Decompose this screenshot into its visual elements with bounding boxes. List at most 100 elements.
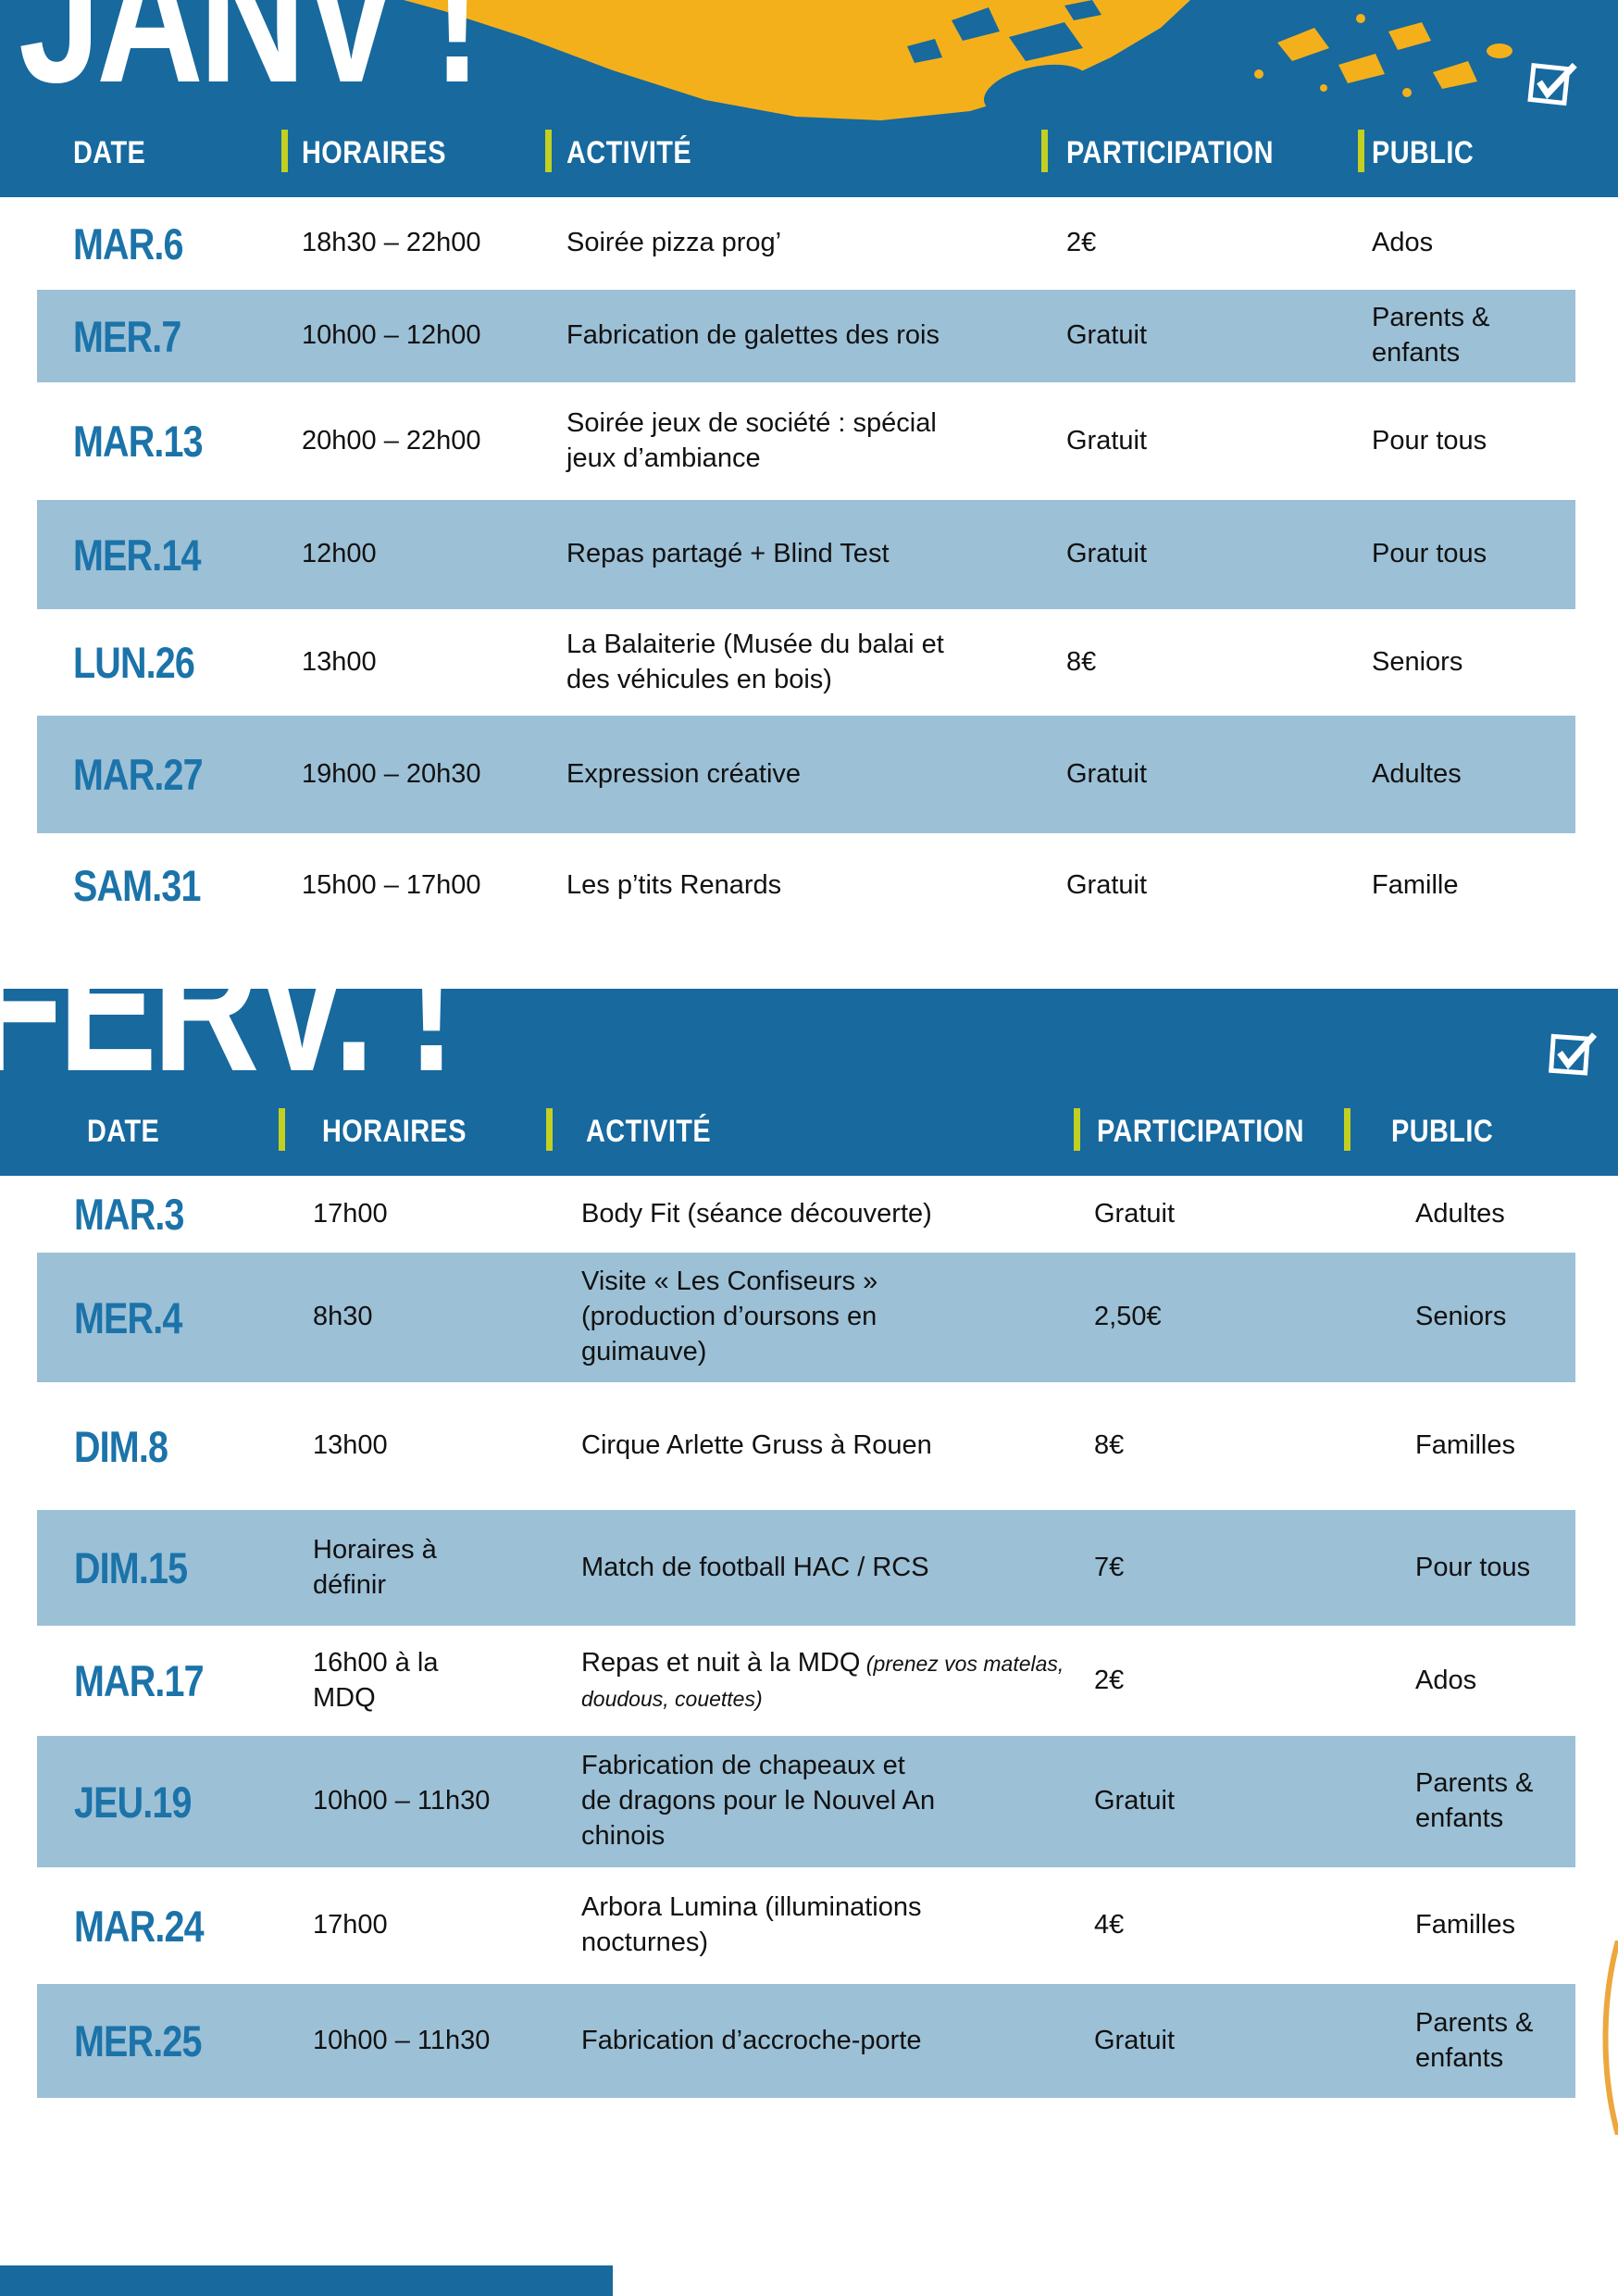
column-separator xyxy=(546,1108,553,1151)
public-cell: Ados xyxy=(1372,228,1434,258)
public-cell: Parents & enfants xyxy=(1415,2007,1534,2073)
date-cell: LUN.26 xyxy=(73,638,195,687)
horaires-cell: 12h00 xyxy=(302,539,377,569)
table-row: MAR.24 17h00 Arbora Lumina (illumination… xyxy=(37,1867,1575,1984)
activity-cell: Fabrication de chapeaux et de dragons po… xyxy=(581,1751,936,1851)
activity-cell: Cirque Arlette Gruss à Rouen xyxy=(581,1430,932,1461)
activity-cell: Expression créative xyxy=(566,758,802,789)
activity-cell: Match de football HAC / RCS xyxy=(581,1552,929,1582)
date-cell: SAM.31 xyxy=(73,861,201,910)
activity-note: (prenez vos matelas, doudous, couettes) xyxy=(581,1651,1064,1711)
date-cell: MAR.3 xyxy=(74,1190,184,1239)
activity-cell: Visite « Les Confiseurs » (production d’… xyxy=(581,1267,878,1366)
activity-cell: Body Fit (séance découverte) xyxy=(581,1198,932,1229)
column-separator xyxy=(1074,1108,1080,1151)
public-cell: Pour tous xyxy=(1415,1552,1531,1582)
table-row: DIM.8 13h00 Cirque Arlette Gruss à Rouen… xyxy=(37,1382,1575,1510)
table-row: MER.7 10h00 – 12h00 Fabrication de galet… xyxy=(37,290,1575,382)
column-header-activite: ACTIVITÉ xyxy=(566,135,692,170)
column-separator xyxy=(545,130,552,172)
date-cell: DIM.15 xyxy=(74,1543,188,1592)
public-cell: Parents & enfants xyxy=(1372,303,1490,368)
month-title-february: FERV. ! xyxy=(0,989,456,1111)
activity-cell: Fabrication de galettes des rois xyxy=(566,320,940,351)
table-row: LUN.26 13h00 La Balaiterie (Musée du bal… xyxy=(37,609,1575,716)
date-cell: MER.7 xyxy=(73,311,181,361)
participation-cell: Gratuit xyxy=(1066,869,1148,900)
table-row: MAR.3 17h00 Body Fit (séance découverte)… xyxy=(37,1176,1575,1253)
horaires-cell: 8h30 xyxy=(313,1302,373,1332)
participation-cell: 8€ xyxy=(1066,646,1097,677)
activity-cell: Repas partagé + Blind Test xyxy=(566,539,890,569)
column-separator xyxy=(1358,130,1364,172)
date-cell: MAR.24 xyxy=(74,1901,205,1951)
date-cell: DIM.8 xyxy=(74,1421,168,1471)
column-header-horaires: HORAIRES xyxy=(302,135,446,170)
public-cell: Pour tous xyxy=(1372,425,1487,455)
participation-cell: Gratuit xyxy=(1094,1786,1176,1816)
checked-checkbox-icon xyxy=(1546,1024,1601,1084)
column-separator xyxy=(279,1108,285,1151)
horaires-cell: 18h30 – 22h00 xyxy=(302,228,481,258)
activity-cell: Soirée pizza prog’ xyxy=(566,228,782,258)
checked-checkbox-icon xyxy=(1525,53,1582,115)
date-cell: MAR.13 xyxy=(73,417,204,466)
participation-cell: 2€ xyxy=(1066,228,1097,258)
participation-cell: 2,50€ xyxy=(1094,1302,1162,1332)
column-header-activite: ACTIVITÉ xyxy=(586,1114,712,1149)
column-header-date: DATE xyxy=(73,135,146,170)
table-row: MER.25 10h00 – 11h30 Fabrication d’accro… xyxy=(37,1984,1575,2098)
table-row: MAR.13 20h00 – 22h00 Soirée jeux de soci… xyxy=(37,382,1575,500)
orange-curve-graphic xyxy=(1602,1940,1618,2135)
column-header-date: DATE xyxy=(87,1114,160,1149)
public-cell: Seniors xyxy=(1372,646,1463,677)
public-cell: Famille xyxy=(1372,869,1459,900)
participation-cell: Gratuit xyxy=(1094,1198,1176,1229)
public-cell: Adultes xyxy=(1372,758,1462,789)
participation-cell: 8€ xyxy=(1094,1430,1125,1461)
participation-cell: Gratuit xyxy=(1066,758,1148,789)
horaires-cell: 20h00 – 22h00 xyxy=(302,425,481,455)
public-cell: Ados xyxy=(1415,1665,1477,1695)
date-cell: MAR.6 xyxy=(73,218,183,268)
horaires-cell: 15h00 – 17h00 xyxy=(302,869,481,900)
table-row: JEU.19 10h00 – 11h30 Fabrication de chap… xyxy=(37,1736,1575,1867)
horaires-cell: Horaires à définir xyxy=(313,1534,437,1600)
horaires-cell: 16h00 à la MDQ xyxy=(313,1647,439,1713)
table-row: DIM.15 Horaires à définir Match de footb… xyxy=(37,1510,1575,1626)
column-header-participation: PARTICIPATION xyxy=(1097,1114,1304,1149)
month-title-january: JANV ! xyxy=(19,0,482,122)
date-cell: MAR.17 xyxy=(74,1656,205,1705)
column-header-horaires: HORAIRES xyxy=(322,1114,467,1149)
date-cell: MAR.27 xyxy=(73,750,204,799)
public-cell: Familles xyxy=(1415,1430,1515,1461)
date-cell: MER.25 xyxy=(74,2016,202,2065)
horaires-cell: 19h00 – 20h30 xyxy=(302,758,481,789)
column-header-public: PUBLIC xyxy=(1391,1114,1494,1149)
table-row: SAM.31 15h00 – 17h00 Les p’tits Renards … xyxy=(37,833,1575,938)
column-separator xyxy=(1344,1108,1350,1151)
activity-text: Repas et nuit à la MDQ xyxy=(581,1647,861,1678)
participation-cell: Gratuit xyxy=(1066,320,1148,351)
participation-cell: 2€ xyxy=(1094,1665,1125,1695)
activity-cell: Repas et nuit à la MDQ (prenez vos matel… xyxy=(581,1646,1094,1716)
table-row: MER.4 8h30 Visite « Les Confiseurs » (pr… xyxy=(37,1253,1575,1382)
paint-splash-graphic xyxy=(404,0,1512,120)
participation-cell: 7€ xyxy=(1094,1552,1125,1582)
table-row: MAR.17 16h00 à la MDQ Repas et nuit à la… xyxy=(37,1626,1575,1736)
public-cell: Parents & enfants xyxy=(1415,1768,1534,1833)
activity-cell: Les p’tits Renards xyxy=(566,869,782,900)
table-row: MAR.27 19h00 – 20h30 Expression créative… xyxy=(37,716,1575,833)
column-separator xyxy=(281,130,288,172)
horaires-cell: 10h00 – 11h30 xyxy=(313,2025,491,2055)
date-cell: MER.14 xyxy=(73,530,201,580)
activity-cell: Fabrication d’accroche-porte xyxy=(581,2025,922,2055)
column-header-participation: PARTICIPATION xyxy=(1066,135,1274,170)
february-header-band: FERV. ! DATE HORAIRES ACTIVITÉ PARTICIPA… xyxy=(0,989,1618,1176)
date-cell: JEU.19 xyxy=(74,1777,192,1827)
horaires-cell: 17h00 xyxy=(313,1910,388,1940)
horaires-cell: 13h00 xyxy=(313,1430,388,1461)
participation-cell: Gratuit xyxy=(1066,425,1148,455)
january-header-band: JANV ! DATE HORAIRES ACTIVITÉ PARTICIPAT… xyxy=(0,0,1618,197)
participation-cell: Gratuit xyxy=(1094,2025,1176,2055)
